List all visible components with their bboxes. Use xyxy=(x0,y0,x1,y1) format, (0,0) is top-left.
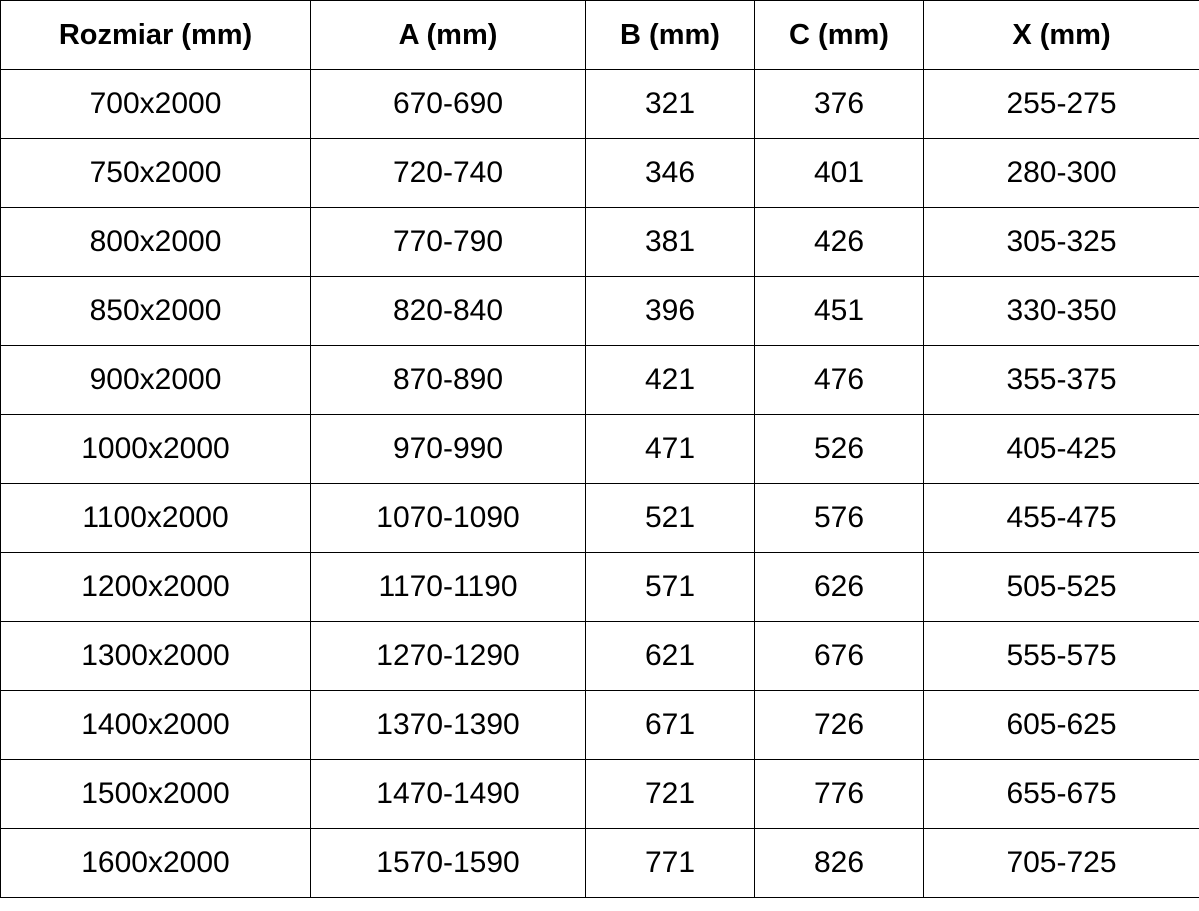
table-cell: 1200x2000 xyxy=(0,552,311,622)
table-cell: 521 xyxy=(585,483,755,553)
table-cell: 396 xyxy=(585,276,755,346)
table-cell: 505-525 xyxy=(923,552,1199,622)
table-cell: 721 xyxy=(585,759,755,829)
table-cell: 850x2000 xyxy=(0,276,311,346)
table-cell: 355-375 xyxy=(923,345,1199,415)
table-cell: 1570-1590 xyxy=(310,828,586,898)
table-cell: 621 xyxy=(585,621,755,691)
table-cell: 471 xyxy=(585,414,755,484)
table-cell: 401 xyxy=(754,138,924,208)
table-cell: 346 xyxy=(585,138,755,208)
column-header: Rozmiar (mm) xyxy=(0,0,311,70)
table-row: 750x2000 720-740 346 401 280-300 xyxy=(0,138,1199,208)
table-cell: 526 xyxy=(754,414,924,484)
table-cell: 381 xyxy=(585,207,755,277)
header-row: Rozmiar (mm) A (mm) B (mm) C (mm) X (mm) xyxy=(0,0,1199,70)
table-cell: 376 xyxy=(754,69,924,139)
table-row: 1500x2000 1470-1490 721 776 655-675 xyxy=(0,759,1199,829)
table-cell: 750x2000 xyxy=(0,138,311,208)
table-cell: 405-425 xyxy=(923,414,1199,484)
column-header: A (mm) xyxy=(310,0,586,70)
column-header: B (mm) xyxy=(585,0,755,70)
table-cell: 655-675 xyxy=(923,759,1199,829)
table-cell: 321 xyxy=(585,69,755,139)
table-cell: 1600x2000 xyxy=(0,828,311,898)
table-cell: 970-990 xyxy=(310,414,586,484)
table-cell: 455-475 xyxy=(923,483,1199,553)
table-cell: 255-275 xyxy=(923,69,1199,139)
table-cell: 305-325 xyxy=(923,207,1199,277)
table-cell: 1500x2000 xyxy=(0,759,311,829)
table-cell: 726 xyxy=(754,690,924,760)
table-cell: 476 xyxy=(754,345,924,415)
column-header: X (mm) xyxy=(923,0,1199,70)
table-cell: 1070-1090 xyxy=(310,483,586,553)
table-cell: 1470-1490 xyxy=(310,759,586,829)
table-row: 1400x2000 1370-1390 671 726 605-625 xyxy=(0,690,1199,760)
table-cell: 605-625 xyxy=(923,690,1199,760)
table-cell: 720-740 xyxy=(310,138,586,208)
table-row: 1300x2000 1270-1290 621 676 555-575 xyxy=(0,621,1199,691)
table-row: 900x2000 870-890 421 476 355-375 xyxy=(0,345,1199,415)
table-cell: 676 xyxy=(754,621,924,691)
table-cell: 1400x2000 xyxy=(0,690,311,760)
table-row: 1200x2000 1170-1190 571 626 505-525 xyxy=(0,552,1199,622)
table-row: 850x2000 820-840 396 451 330-350 xyxy=(0,276,1199,346)
table-row: 1100x2000 1070-1090 521 576 455-475 xyxy=(0,483,1199,553)
table-cell: 626 xyxy=(754,552,924,622)
table-cell: 700x2000 xyxy=(0,69,311,139)
table-cell: 705-725 xyxy=(923,828,1199,898)
table-row: 700x2000 670-690 321 376 255-275 xyxy=(0,69,1199,139)
table-cell: 671 xyxy=(585,690,755,760)
table-cell: 451 xyxy=(754,276,924,346)
column-header: C (mm) xyxy=(754,0,924,70)
table-cell: 826 xyxy=(754,828,924,898)
table-cell: 820-840 xyxy=(310,276,586,346)
table-row: 1000x2000 970-990 471 526 405-425 xyxy=(0,414,1199,484)
table-cell: 900x2000 xyxy=(0,345,311,415)
table-cell: 1170-1190 xyxy=(310,552,586,622)
table-cell: 555-575 xyxy=(923,621,1199,691)
table-cell: 1370-1390 xyxy=(310,690,586,760)
table-cell: 1000x2000 xyxy=(0,414,311,484)
table-cell: 1100x2000 xyxy=(0,483,311,553)
table-cell: 330-350 xyxy=(923,276,1199,346)
table-cell: 870-890 xyxy=(310,345,586,415)
table-cell: 670-690 xyxy=(310,69,586,139)
table-cell: 576 xyxy=(754,483,924,553)
table-cell: 776 xyxy=(754,759,924,829)
table-cell: 770-790 xyxy=(310,207,586,277)
table-row: 800x2000 770-790 381 426 305-325 xyxy=(0,207,1199,277)
table-cell: 1300x2000 xyxy=(0,621,311,691)
table-cell: 280-300 xyxy=(923,138,1199,208)
table-cell: 421 xyxy=(585,345,755,415)
table-row: 1600x2000 1570-1590 771 826 705-725 xyxy=(0,828,1199,898)
table-cell: 800x2000 xyxy=(0,207,311,277)
table-cell: 1270-1290 xyxy=(310,621,586,691)
table-cell: 771 xyxy=(585,828,755,898)
table-cell: 426 xyxy=(754,207,924,277)
table-cell: 571 xyxy=(585,552,755,622)
